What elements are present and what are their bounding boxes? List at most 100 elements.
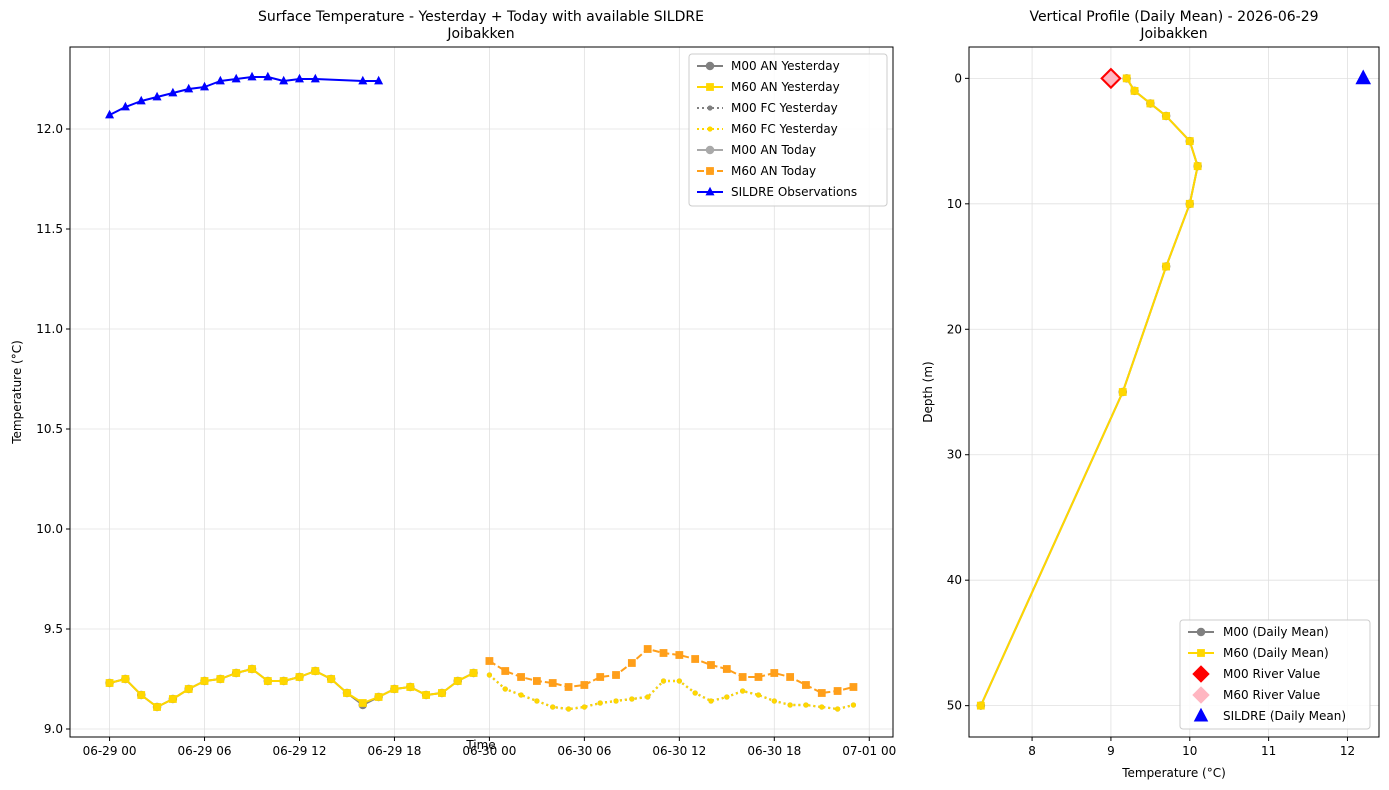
data-point-m60-an-yesterday: [327, 675, 336, 683]
data-point-m60-an-today: [580, 681, 589, 689]
left-x-tick-label: 06-30 06: [557, 744, 611, 758]
data-point-m60-fc-yesterday: [676, 678, 682, 684]
data-point-m60-an-yesterday: [216, 675, 225, 683]
data-point-sildre-observations: [136, 95, 146, 105]
legend-key-marker-m00-river-value: [1192, 665, 1210, 683]
left-x-axis-label: Time: [465, 738, 495, 752]
data-point-m60-daily-mean: [976, 701, 985, 710]
data-point-sildre-observations: [310, 73, 320, 83]
legend-m60-daily-mean: M60 (Daily Mean): [1223, 646, 1329, 660]
data-point-m60-an-yesterday: [358, 699, 367, 707]
data-point-m60-fc-yesterday: [819, 704, 825, 710]
data-point-m60-an-today: [707, 661, 715, 669]
data-point-sildre-observations: [247, 71, 257, 81]
data-point-m60-an-today: [485, 657, 494, 665]
left-x-tick-label: 06-30 12: [652, 744, 706, 758]
data-point-m60-an-today: [659, 649, 668, 657]
surface-temperature-chart: 06-29 00 06-29 06 06-29 12 06-29 18 06-30 00…: [10, 9, 896, 758]
right-y-tick-label: 0: [954, 71, 962, 85]
left-chart-title: Surface Temperature - Yesterday + Today …: [258, 9, 704, 25]
right-y-tick-label: 20: [947, 322, 962, 336]
data-point-m60-daily-mean: [1193, 162, 1202, 171]
right-x-axis-label: Temperature (°C): [1121, 766, 1226, 780]
right-x-tick-label: 11: [1261, 744, 1276, 758]
data-point-m60-an-yesterday: [453, 677, 462, 685]
right-x-tick-label: 12: [1340, 744, 1355, 758]
data-point-sildre-observations: [231, 73, 241, 83]
data-point-m60-an-yesterday: [438, 689, 446, 697]
data-point-m60-an-yesterday: [374, 693, 383, 701]
right-x-ticks: 8 9 10 11 12: [1028, 737, 1355, 758]
data-point-sildre-observations: [105, 109, 115, 119]
data-point-m60-an-yesterday: [295, 673, 304, 681]
left-series-layer: [105, 71, 858, 712]
left-y-tick-label: 10.0: [36, 522, 63, 536]
data-point-m60-an-today: [627, 659, 636, 667]
data-point-m60-fc-yesterday: [787, 702, 793, 708]
data-point-m60-daily-mean: [1146, 99, 1155, 108]
legend-key-marker-m60-fc-yesterday: [707, 126, 713, 132]
data-point-sildre-observations: [184, 83, 194, 93]
legend-key-marker-m00-an-today: [705, 145, 715, 155]
data-point-m60-fc-yesterday: [581, 704, 587, 710]
right-chart-title: Vertical Profile (Daily Mean) - 2026-06-…: [1029, 9, 1318, 25]
left-legend-box: [688, 53, 888, 207]
data-point-m60-daily-mean: [1122, 74, 1131, 83]
data-point-m60-fc-yesterday: [660, 678, 667, 684]
left-axes-frame: [69, 46, 894, 738]
data-point-m60-fc-yesterday: [629, 696, 635, 702]
data-point-m60-an-today: [675, 651, 684, 659]
data-point-m60-fc-yesterday: [645, 694, 651, 700]
data-point-m60-fc-yesterday: [740, 688, 746, 694]
data-point-sildre-observations: [215, 75, 225, 85]
left-y-axis-label: Temperature (°C): [10, 340, 24, 445]
data-point-m60-an-today: [564, 683, 573, 691]
right-series-layer: [976, 67, 1372, 710]
data-point-m60-an-yesterday: [137, 691, 146, 699]
data-point-m60-fc-yesterday: [565, 706, 572, 712]
left-x-ticks: 06-29 00 06-29 06 06-29 12 06-29 18 06-30 00…: [83, 737, 896, 758]
data-point-m60-an-today: [833, 687, 842, 695]
left-x-tick-label: 06-30 00: [462, 744, 516, 758]
data-point-m60-daily-mean: [1162, 112, 1171, 120]
series-line-sildre-observations: [109, 76, 379, 116]
legend-key-marker-m60-an-today: [706, 167, 714, 175]
data-point-sildre-observations: [152, 91, 162, 101]
left-y-tick-label: 12.0: [36, 122, 63, 136]
data-point-m60-fc-yesterday: [486, 672, 493, 678]
data-point-m60-an-today: [517, 673, 525, 681]
data-point-m60-an-today: [802, 681, 810, 689]
series-m60-an-yesterday: [105, 665, 478, 711]
legend-key-marker-m00-fc-yesterday: [707, 105, 713, 111]
left-y-tick-label: 11.5: [36, 222, 63, 236]
data-point-m60-fc-yesterday: [534, 698, 540, 704]
right-x-tick-label: 9: [1107, 744, 1115, 758]
right-x-tick-label: 8: [1028, 744, 1036, 758]
data-point-m60-an-yesterday: [263, 677, 272, 685]
legend-sildre-observations: SILDRE Observations: [731, 185, 857, 199]
series-sildre-observations: [105, 71, 384, 119]
data-point-m60-an-today: [786, 673, 795, 681]
legend-key-marker-m60-river-value: [1192, 686, 1210, 704]
right-y-axis-label: Depth (m): [921, 361, 935, 422]
data-point-m60-an-yesterday: [184, 685, 193, 693]
right-legend-keys: [1188, 627, 1214, 722]
right-y-ticks: 0 10 20 30 40 50: [947, 71, 969, 713]
data-point-m60-an-today: [691, 655, 700, 663]
legend-key-marker-m00-an-yesterday: [705, 61, 715, 71]
data-point-m60-an-yesterday: [105, 679, 114, 687]
legend-m60-fc-yesterday: M60 FC Yesterday: [731, 122, 838, 136]
data-point-m60-an-yesterday: [200, 677, 209, 685]
data-point-m60-an-yesterday: [121, 675, 130, 683]
data-point-m60-an-today: [754, 673, 763, 681]
data-point-sildre-observations: [294, 73, 305, 83]
series-sildre-daily-mean: [1355, 69, 1372, 85]
data-point-m60-fc-yesterday: [850, 702, 857, 708]
data-point-m60-an-yesterday: [232, 669, 241, 677]
right-chart-subtitle: Joibakken: [1139, 26, 1207, 42]
data-point-m60-fc-yesterday: [597, 700, 603, 706]
legend-m60-an-today: M60 AN Today: [731, 164, 816, 178]
right-y-tick-label: 40: [947, 573, 962, 587]
data-point-m60-fc-yesterday: [835, 706, 841, 712]
